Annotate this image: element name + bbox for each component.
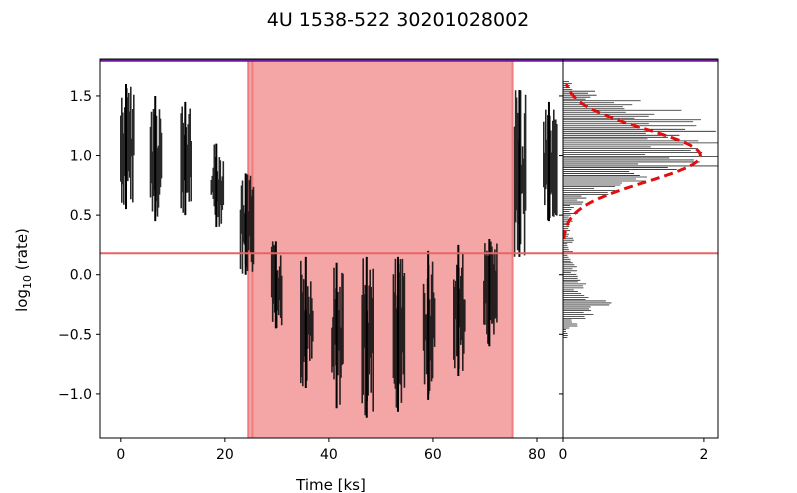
histogram-bin [563, 195, 587, 205]
histogram-bin [563, 157, 718, 167]
main-panel: 0 20 40 60 80 1.5 1.0 0.5 0.0 −0.5 −1.0 [58, 58, 564, 463]
histogram-x-tick-label: 2 [699, 447, 708, 463]
x-tick-label: 0 [116, 447, 125, 463]
histogram-bin [563, 291, 589, 300]
data-segment [392, 256, 406, 412]
histogram-bin [563, 176, 648, 186]
segment-strokes [120, 86, 135, 205]
histogram-bin [563, 138, 718, 148]
data-segment [361, 256, 374, 418]
gaussian-fit [562, 83, 702, 240]
data-segment [543, 101, 558, 222]
histogram-bin [563, 128, 716, 138]
data-segment [210, 143, 225, 228]
data-segment [422, 250, 436, 400]
histogram-bin [563, 281, 587, 291]
y-tick-label: 1.5 [70, 89, 92, 105]
chart-title: 4U 1538-522 30201028002 [267, 9, 530, 31]
histogram-bin [563, 262, 578, 272]
histogram-bars [563, 81, 718, 338]
data-segment [270, 241, 283, 329]
histogram-y-ticks [559, 95, 563, 395]
x-axis-label: Time [ks] [295, 476, 366, 493]
histogram-bin [563, 90, 597, 100]
y-axis-label-sub: 10 [21, 275, 34, 289]
histogram-bin [563, 100, 641, 110]
data-segment [331, 262, 344, 409]
x-tick-label: 60 [424, 447, 442, 463]
data-segment [120, 84, 135, 210]
histogram-bin [563, 252, 571, 262]
y-axis-label-main: log [13, 289, 31, 312]
x-tick-label: 20 [216, 447, 234, 463]
histogram-bin [563, 186, 616, 195]
data-segment [513, 89, 527, 257]
data-segment [239, 173, 255, 275]
histogram-x-tick-label: 0 [559, 447, 568, 463]
y-tick-label: 0.0 [70, 268, 92, 284]
y-axis-label: log10 (rate) [13, 228, 34, 312]
data-segment [300, 256, 314, 388]
y-axis-label-tail: (rate) [13, 228, 31, 275]
eclipse-span [248, 59, 513, 438]
data-segment [453, 244, 466, 377]
data-segment [483, 238, 498, 347]
histogram-bin [563, 109, 682, 119]
x-ticks: 0 20 40 60 80 [116, 438, 546, 463]
data-segment [149, 95, 163, 222]
y-tick-label: −1.0 [58, 387, 92, 403]
x-tick-label: 80 [528, 447, 546, 463]
histogram-bin [563, 119, 701, 129]
segment-strokes [543, 109, 558, 221]
histogram-bin [563, 329, 568, 338]
histogram-bin [563, 243, 573, 253]
light-curve-series [120, 84, 558, 418]
histogram-bin [563, 147, 718, 157]
histogram-bin [563, 300, 612, 310]
data-segment [180, 101, 192, 216]
x-tick-label: 40 [320, 447, 338, 463]
y-tick-label: 1.0 [70, 149, 92, 165]
histogram-bin [563, 310, 594, 319]
histogram-bin [563, 167, 677, 176]
y-tick-label: 0.5 [70, 208, 92, 224]
histogram-axes-frame [562, 58, 719, 439]
y-tick-label: −0.5 [58, 327, 92, 343]
histogram-bin [563, 271, 581, 281]
histogram-bin [563, 319, 578, 329]
y-ticks: 1.5 1.0 0.5 0.0 −0.5 −1.0 [58, 89, 100, 403]
